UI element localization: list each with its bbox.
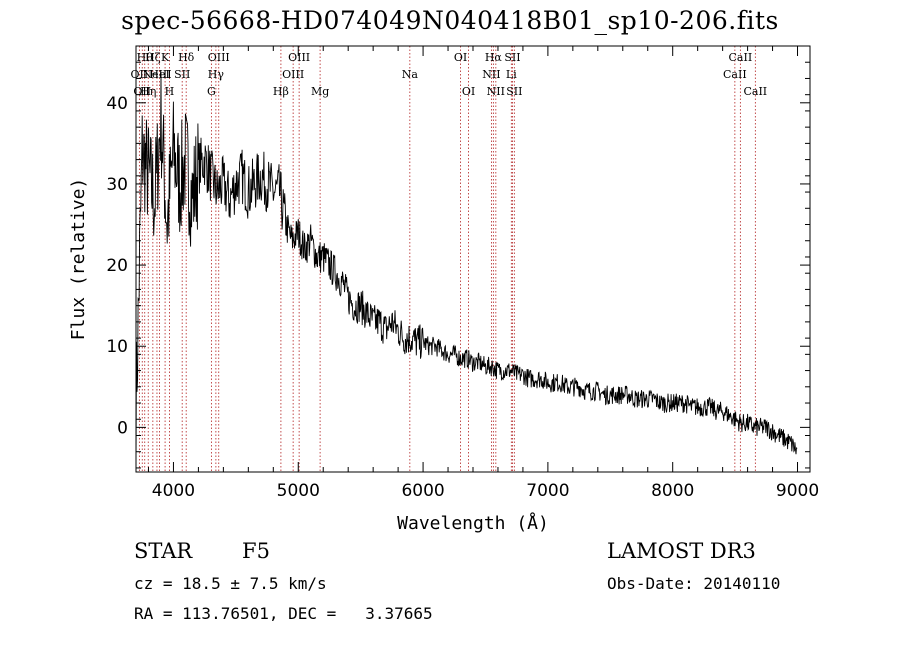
line-label: Hγ	[208, 68, 225, 81]
spectral-line-markers	[138, 46, 756, 472]
line-label: OII	[131, 68, 149, 81]
plot-frame	[135, 45, 811, 473]
line-label: G	[207, 85, 216, 98]
line-label: HeI	[149, 68, 169, 81]
axes: 4000 5000 6000 7000 8000 9000 0 10 20 30 40 Wavelen…	[68, 46, 819, 534]
y-tick-label: 30	[106, 175, 128, 195]
x-tick-label: 7000	[526, 481, 569, 501]
y-tick-label: 40	[106, 94, 128, 114]
line-label: OIII	[208, 51, 230, 64]
line-label: Hη	[140, 85, 156, 98]
x-tick-label: 8000	[651, 481, 694, 501]
observation-date: Obs-Date: 20140110	[607, 574, 781, 593]
coordinates: RA = 113.76501, DEC = 3.37665	[134, 604, 433, 623]
line-label: CaII	[743, 85, 767, 98]
line-label: OIII	[288, 51, 310, 64]
x-axis-label: Wavelength (Å)	[397, 512, 549, 534]
line-label: OI	[454, 51, 467, 64]
chart-title: spec-56668-HD074049N040418B01_sp10-206.f…	[121, 6, 779, 35]
survey-name: LAMOST DR3	[607, 539, 756, 563]
redshift-info: cz = 18.5 ± 7.5 km/s	[134, 574, 327, 593]
line-label: NII	[487, 85, 505, 98]
line-label: H	[165, 85, 175, 98]
line-label: Hβ	[273, 85, 289, 98]
spectrum-line	[135, 72, 798, 468]
line-label: NeIII	[142, 68, 171, 81]
line-label: NII	[482, 68, 500, 81]
line-label: SII	[174, 68, 190, 81]
line-label: OI	[462, 85, 475, 98]
line-label: CaII	[729, 51, 753, 64]
x-tick-label: 9000	[776, 481, 819, 501]
line-label: OIII	[282, 68, 304, 81]
y-axis-label: Flux (relative)	[68, 178, 89, 341]
x-tick-label: 5000	[277, 481, 320, 501]
y-tick-label: 0	[117, 418, 128, 438]
line-label: Mg	[311, 85, 329, 98]
y-tick-label: 20	[106, 256, 128, 276]
x-tick-label: 6000	[401, 481, 444, 501]
line-label: Li	[506, 68, 517, 81]
line-label: Na	[402, 68, 419, 81]
line-label: CaII	[723, 68, 747, 81]
line-label: Hδ	[178, 51, 195, 64]
line-label: SII	[504, 51, 520, 64]
line-label: K	[161, 51, 170, 64]
line-label: Hθ	[137, 51, 154, 64]
object-class: STAR	[134, 539, 193, 563]
spectrum-data	[135, 72, 798, 468]
y-tick-label: 10	[106, 337, 128, 357]
object-subclass: F5	[242, 539, 270, 563]
line-label: Hζ	[145, 51, 161, 64]
x-tick-label: 4000	[152, 481, 195, 501]
line-label: SII	[506, 85, 522, 98]
spectral-line-labels: OIIOIIHθHηHζNeIIIHeIKHSIIHδGHγOIIIHβOIII…	[131, 51, 768, 98]
line-label: Hα	[485, 51, 503, 64]
